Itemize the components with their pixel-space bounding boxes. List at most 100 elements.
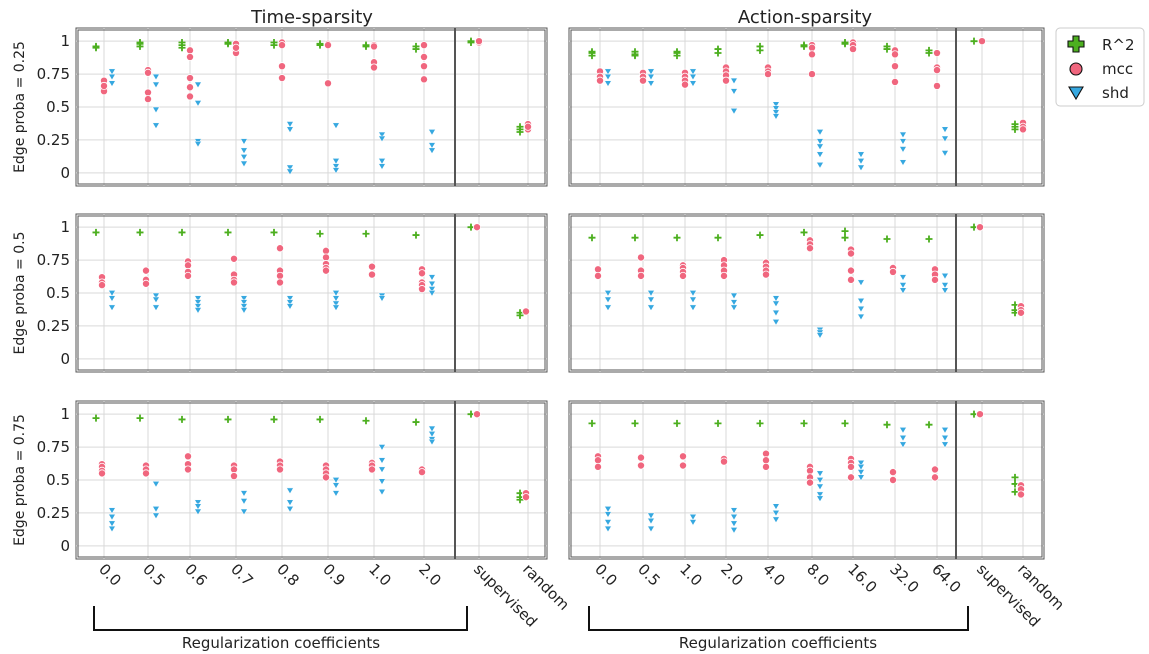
mcc-point xyxy=(808,43,817,52)
shd-point xyxy=(428,286,436,293)
shd-point xyxy=(286,168,294,176)
mcc-point xyxy=(98,281,107,290)
shd-point xyxy=(941,427,949,434)
shd-point xyxy=(647,296,655,304)
shd-point xyxy=(604,73,612,81)
shd-point xyxy=(941,126,949,134)
shd-point xyxy=(286,164,294,172)
mcc-point xyxy=(229,278,238,287)
shd-point xyxy=(332,490,340,497)
y-tick-label: 0.75 xyxy=(37,65,70,83)
shd-point xyxy=(604,290,612,297)
shd-point xyxy=(857,313,865,321)
shd-point xyxy=(772,295,780,302)
shd-point xyxy=(647,525,655,533)
shd-point xyxy=(152,73,160,81)
shd-point xyxy=(816,491,824,499)
column-title-action-sparsity: Action-sparsity xyxy=(738,7,873,28)
shd-point xyxy=(816,495,824,503)
shd-point xyxy=(647,68,655,76)
shd-point xyxy=(899,435,907,442)
shd-point xyxy=(689,514,697,521)
r2-point xyxy=(673,48,681,56)
shd-point xyxy=(647,512,655,520)
mcc-point xyxy=(722,76,731,85)
r2-point xyxy=(841,40,849,48)
x-tick-label: 0.6 xyxy=(181,560,211,590)
mcc-point xyxy=(639,76,648,85)
circle-icon xyxy=(1069,62,1083,76)
shd-point xyxy=(941,150,949,157)
shd-point xyxy=(941,282,949,289)
shd-point xyxy=(730,292,738,300)
mcc-point xyxy=(141,279,150,288)
shd-point xyxy=(730,299,738,306)
shd-point xyxy=(108,304,116,312)
legend-label: shd xyxy=(1102,84,1129,102)
panel-5: 0 0.25 0.5 0.75 1 Edge proba = 0.75 0.0 0.5 0.6 0… xyxy=(12,400,573,631)
mcc-point xyxy=(764,70,773,79)
y-tick-label: 0.25 xyxy=(37,131,70,149)
shd-point xyxy=(428,142,436,149)
shd-point xyxy=(240,508,248,516)
x-tick-label: 0.9 xyxy=(319,560,349,590)
shd-point xyxy=(772,516,780,524)
mcc-point xyxy=(141,266,150,275)
r2-point xyxy=(224,40,232,48)
shd-point xyxy=(899,274,907,281)
legend-item-r2: R^2 xyxy=(1067,35,1135,54)
r2-point xyxy=(224,415,232,423)
mcc-point xyxy=(229,254,238,263)
mcc-point xyxy=(183,271,192,280)
mcc-point xyxy=(637,461,646,470)
shd-point xyxy=(286,121,294,128)
shd-point xyxy=(152,106,160,114)
shd-point xyxy=(899,282,907,289)
shd-point xyxy=(240,303,248,310)
mcc-point xyxy=(806,466,815,475)
shd-point xyxy=(689,304,697,312)
shd-point xyxy=(899,441,907,449)
x-tick-label: 16.0 xyxy=(844,560,880,596)
r2-point xyxy=(756,46,764,54)
mcc-point xyxy=(185,92,194,101)
r2-point xyxy=(1011,123,1019,131)
panel-4 xyxy=(568,213,1045,373)
panel-inner-frame xyxy=(570,215,1043,371)
y-axis-label: Edge proba = 0.5 xyxy=(12,232,28,355)
shd-point xyxy=(428,290,436,297)
shd-point xyxy=(689,519,697,526)
y-tick-label: 1 xyxy=(60,32,70,50)
r2-point xyxy=(362,41,370,49)
shd-point xyxy=(194,499,202,507)
shd-point xyxy=(730,108,738,115)
shd-point xyxy=(332,304,340,312)
r2-point xyxy=(673,419,681,427)
shd-point xyxy=(772,510,780,517)
shd-point xyxy=(857,158,865,165)
shd-point xyxy=(857,460,865,467)
shd-point xyxy=(240,160,248,168)
legend: R^2 mcc shd xyxy=(1055,27,1145,107)
shd-point xyxy=(730,520,738,528)
mcc-point xyxy=(323,41,332,50)
x-tick-label: 0.5 xyxy=(634,560,664,590)
mcc-point xyxy=(419,62,428,71)
shd-point xyxy=(772,109,780,116)
mcc-point xyxy=(847,249,856,258)
r2-point xyxy=(178,228,186,236)
mcc-point xyxy=(762,449,771,458)
mcc-point xyxy=(679,452,688,461)
mcc-point xyxy=(679,271,688,280)
r2-point xyxy=(841,227,849,235)
r2-point xyxy=(412,42,420,50)
r2-point xyxy=(362,230,370,238)
shd-point xyxy=(108,80,116,87)
r2-point xyxy=(756,231,764,239)
r2-point xyxy=(178,38,186,46)
mcc-point xyxy=(762,462,771,471)
shd-point xyxy=(378,489,386,496)
shd-point xyxy=(604,519,612,526)
r2-point xyxy=(925,235,933,243)
shd-point xyxy=(941,273,949,280)
